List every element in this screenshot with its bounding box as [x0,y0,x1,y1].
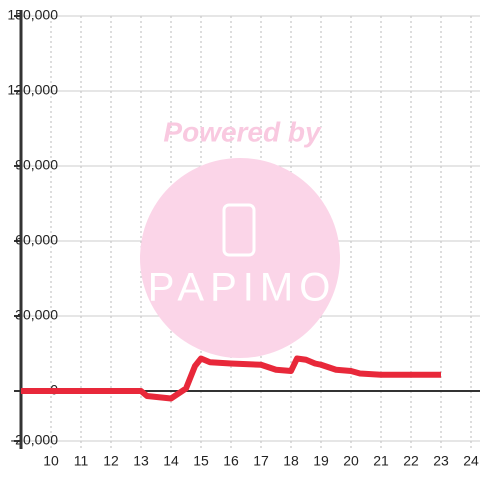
x-tick-label: 11 [74,453,89,469]
watermark-text: Powered by [163,116,322,147]
data-line [21,355,441,402]
x-tick-label: 13 [133,453,149,469]
x-tick-label: 15 [193,453,209,469]
y-tick-label: 60,000 [15,232,58,248]
x-tick-label: 21 [373,453,389,469]
x-tick-label: 12 [103,453,119,469]
x-tick-label: 18 [283,453,299,469]
y-tick-label: -20,000 [11,432,59,448]
x-tick-label: 22 [403,453,419,469]
x-tick-label: 19 [313,453,329,469]
x-tick-label: 14 [163,453,179,469]
x-tick-label: 16 [223,453,239,469]
y-tick-label: 90,000 [15,157,58,173]
watermark-logo: PAPIMO [148,266,337,310]
x-tick-label: 10 [43,453,59,469]
watermark-circle [140,158,340,358]
x-tick-label: 24 [463,453,479,469]
y-tick-label: 120,000 [7,82,58,98]
y-tick-label: 150,000 [7,7,58,23]
watermark-icon [222,203,256,257]
y-tick-label: 30,000 [15,307,58,323]
x-tick-label: 17 [253,453,269,469]
x-tick-label: 20 [343,453,359,469]
x-tick-label: 23 [433,453,449,469]
